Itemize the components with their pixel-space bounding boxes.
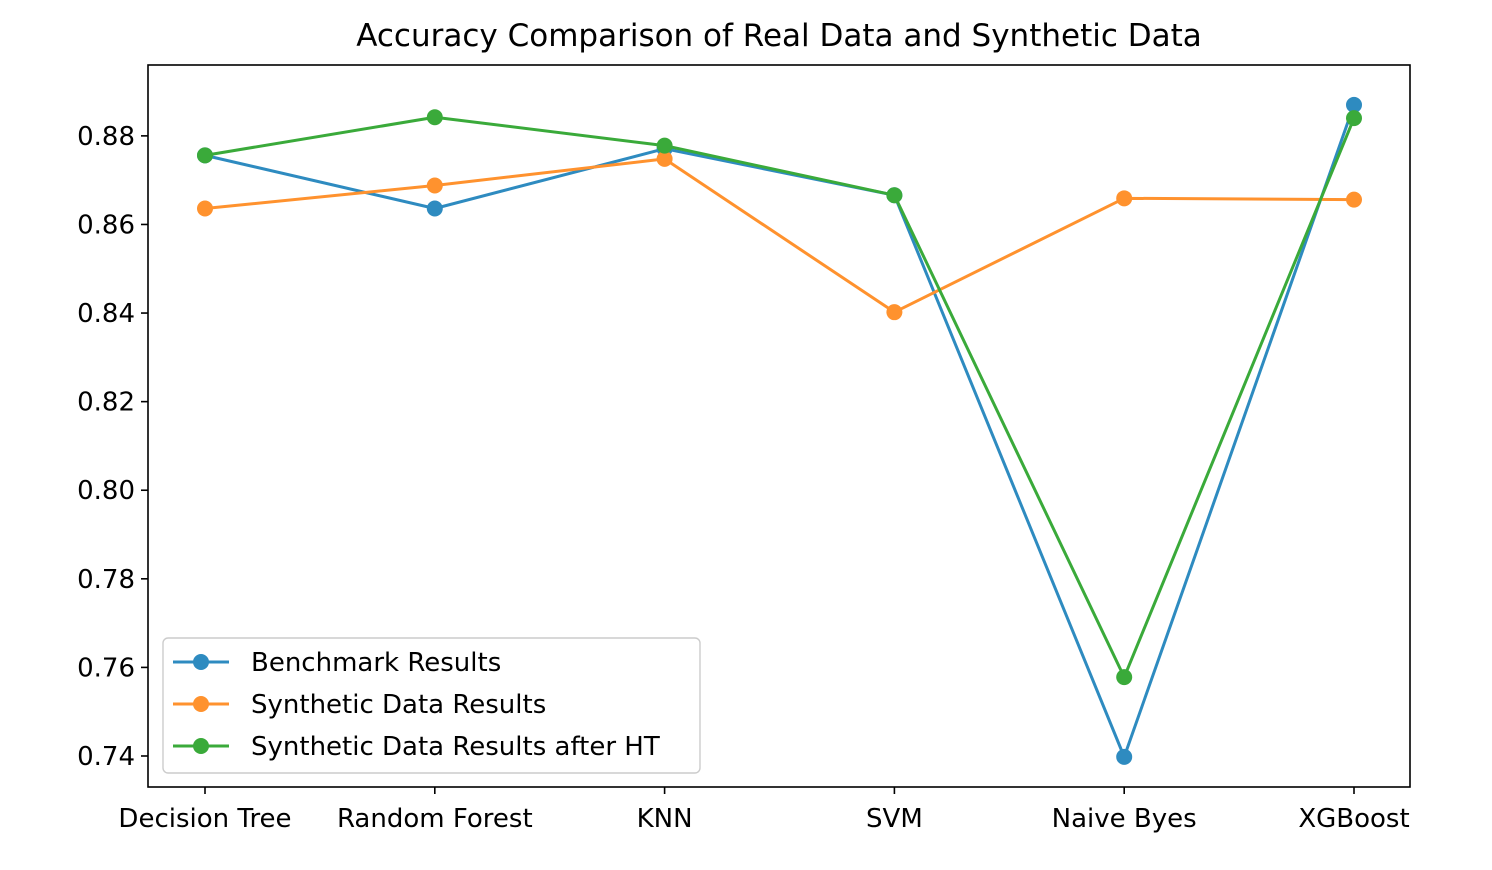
data-point [426, 109, 443, 126]
legend-marker [193, 654, 209, 670]
chart-title: Accuracy Comparison of Real Data and Syn… [356, 18, 1202, 54]
x-tick-label: Decision Tree [118, 804, 291, 834]
data-point [1346, 96, 1362, 113]
series-line [204, 115, 1356, 679]
data-point [656, 150, 673, 167]
y-tick-label: 0.86 [77, 210, 135, 240]
series-3 [197, 109, 1362, 686]
data-point [197, 200, 213, 217]
y-tick-label: 0.80 [77, 476, 135, 506]
legend-marker [193, 738, 209, 754]
legend-label: Synthetic Data Results after HT [251, 732, 660, 762]
data-point [426, 200, 443, 217]
legend-label: Benchmark Results [251, 648, 501, 678]
y-tick-label: 0.84 [77, 299, 135, 329]
x-axis: Decision Tree Random Forest KNN SVM Naive By… [118, 787, 1410, 834]
legend-marker [193, 696, 209, 712]
y-tick-label: 0.78 [77, 565, 135, 595]
data-point [886, 187, 903, 204]
series-2 [197, 150, 1362, 321]
data-point [1116, 748, 1133, 765]
legend: Benchmark Results Synthetic Data Results S… [162, 637, 701, 774]
x-tick-label: XGBoost [1298, 804, 1409, 834]
data-point [1116, 669, 1133, 686]
data-point [886, 304, 903, 321]
legend-item: Synthetic Data Results after HT [173, 732, 660, 762]
data-point [1346, 191, 1362, 208]
data-point [1116, 190, 1133, 207]
data-point [197, 147, 213, 164]
legend-item: Benchmark Results [173, 648, 501, 678]
data-point [1346, 110, 1362, 127]
x-tick-label: KNN [637, 804, 693, 834]
series-line [204, 104, 1356, 759]
x-tick-label: SVM [866, 804, 923, 834]
y-tick-label: 0.88 [77, 122, 135, 152]
x-tick-label: Naive Byes [1052, 804, 1197, 834]
y-tick-label: 0.74 [77, 742, 135, 772]
data-point [426, 177, 443, 194]
plot-frame [147, 64, 1411, 788]
series-layer [197, 96, 1362, 765]
series-line [204, 157, 1355, 314]
legend-label: Synthetic Data Results [251, 690, 546, 720]
y-tick-label: 0.82 [77, 388, 135, 418]
legend-item: Synthetic Data Results [173, 690, 546, 720]
y-tick-label: 0.76 [77, 653, 135, 683]
legend-box [162, 637, 701, 774]
x-tick-label: Random Forest [337, 804, 533, 834]
y-axis: 0.74 0.76 0.78 0.80 0.82 0.84 0.86 0.88 [77, 122, 148, 772]
data-point [656, 137, 673, 154]
